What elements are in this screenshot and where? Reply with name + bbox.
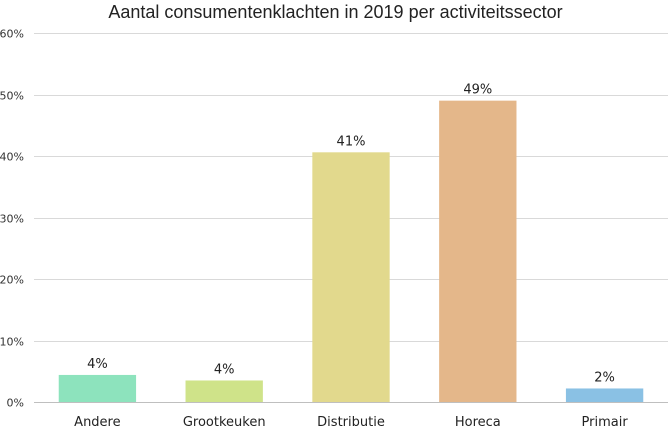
x-axis-category-labels: Andere Grootkeuken Distributie Horeca Primai… — [74, 415, 628, 430]
bars — [58, 100, 644, 403]
chart-title: Aantal consumentenklachten in 2019 per a… — [108, 2, 563, 22]
data-label-grootkeuken: 4% — [214, 362, 235, 377]
bar-distributie — [312, 152, 390, 402]
category-label-primair: Primair — [582, 415, 629, 430]
y-tick-label: 30% — [0, 213, 24, 226]
category-label-horeca: Horeca — [455, 415, 501, 430]
bar-horeca — [439, 100, 517, 403]
y-tick-label: 20% — [0, 274, 24, 287]
data-label-primair: 2% — [594, 370, 615, 385]
data-labels: 4% 4% 41% 49% 2% — [87, 83, 615, 386]
y-tick-label: 40% — [0, 151, 24, 164]
y-tick-label: 10% — [0, 336, 24, 349]
data-label-distributie: 41% — [337, 134, 366, 149]
bar-grootkeuken — [185, 380, 263, 402]
y-axis-tick-labels: 0% 10% 20% 30% 40% 50% 60% — [0, 28, 24, 410]
category-label-andere: Andere — [74, 415, 120, 430]
bar-primair — [565, 388, 644, 402]
category-label-grootkeuken: Grootkeuken — [183, 415, 266, 430]
bar-andere — [58, 374, 137, 402]
y-tick-label: 50% — [0, 90, 24, 103]
y-tick-label: 60% — [0, 28, 24, 41]
data-label-andere: 4% — [87, 357, 108, 372]
category-label-distributie: Distributie — [317, 415, 385, 430]
data-label-horeca: 49% — [463, 83, 492, 98]
y-tick-label: 0% — [7, 397, 24, 410]
